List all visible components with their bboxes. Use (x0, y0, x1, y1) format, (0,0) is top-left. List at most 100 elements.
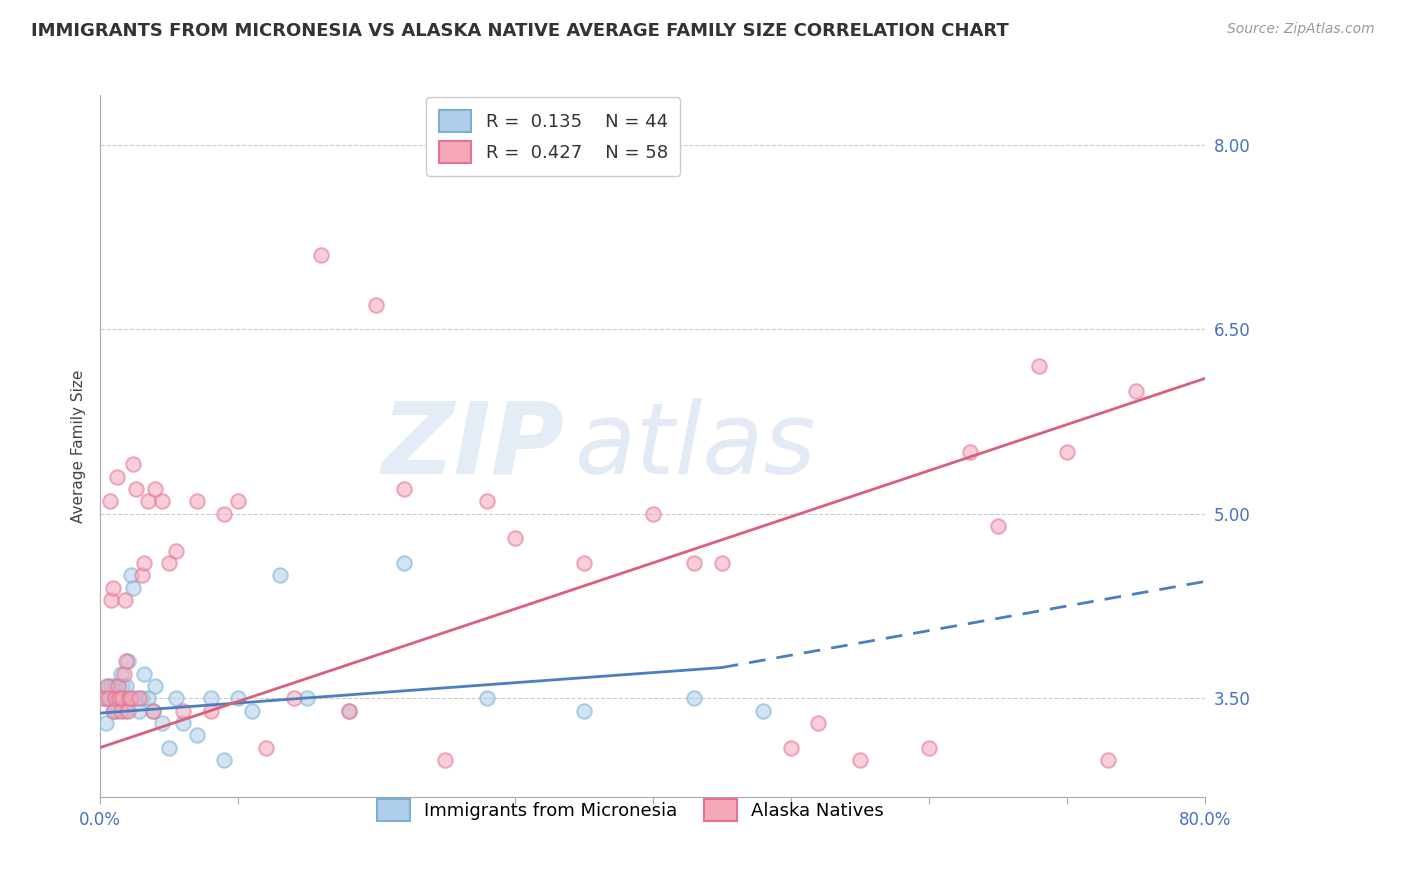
Point (165, 543, 187, 558)
Text: atlas: atlas (575, 398, 817, 494)
Point (93, 691, 115, 706)
Point (145, 679, 167, 693)
Point (98, 494, 121, 508)
Point (683, 556, 706, 570)
Point (297, 691, 319, 706)
Point (150, 715, 173, 730)
Point (138, 494, 160, 508)
Point (105, 704, 128, 718)
Point (214, 753, 236, 767)
Point (108, 691, 131, 706)
Point (104, 691, 127, 706)
Point (120, 568, 142, 582)
Point (503, 532, 526, 546)
Point (807, 715, 830, 730)
Point (752, 704, 775, 718)
Point (1125, 384, 1147, 398)
Point (134, 666, 156, 681)
Point (186, 728, 208, 742)
Point (641, 507, 664, 521)
Point (94, 715, 117, 730)
Point (107, 679, 129, 693)
Point (572, 556, 595, 570)
Point (337, 704, 360, 718)
Point (114, 704, 136, 718)
Point (97, 679, 120, 693)
Point (157, 740, 180, 755)
Text: IMMIGRANTS FROM MICRONESIA VS ALASKA NATIVE AVERAGE FAMILY SIZE CORRELATION CHAR: IMMIGRANTS FROM MICRONESIA VS ALASKA NAT… (31, 22, 1008, 40)
Point (104, 679, 127, 693)
Point (200, 704, 222, 718)
Point (1056, 445, 1078, 459)
Point (434, 753, 457, 767)
Legend: Immigrants from Micronesia, Alaska Natives: Immigrants from Micronesia, Alaska Nativ… (364, 786, 897, 833)
Point (142, 704, 165, 718)
Point (118, 691, 141, 706)
Point (100, 679, 122, 693)
Point (103, 704, 125, 718)
Point (111, 679, 134, 693)
Point (959, 445, 981, 459)
Point (283, 691, 305, 706)
Point (115, 654, 138, 668)
Point (105, 470, 128, 484)
Point (337, 704, 360, 718)
Point (214, 507, 236, 521)
Point (226, 494, 249, 508)
Point (122, 458, 145, 472)
Text: Source: ZipAtlas.com: Source: ZipAtlas.com (1227, 22, 1375, 37)
Point (172, 704, 194, 718)
Point (134, 556, 156, 570)
Point (117, 654, 139, 668)
Point (987, 519, 1010, 533)
Point (710, 556, 733, 570)
Point (101, 704, 124, 718)
Point (110, 704, 132, 718)
Point (114, 593, 136, 607)
Point (96, 679, 118, 693)
Point (475, 494, 498, 508)
Point (112, 666, 135, 681)
Y-axis label: Average Family Size: Average Family Size (72, 369, 86, 523)
Point (128, 691, 150, 706)
Point (1028, 359, 1050, 373)
Point (103, 691, 125, 706)
Point (1097, 753, 1119, 767)
Point (111, 691, 134, 706)
Point (918, 740, 941, 755)
Point (392, 556, 415, 570)
Point (226, 691, 249, 706)
Point (779, 740, 801, 755)
Point (269, 568, 291, 582)
Point (157, 556, 180, 570)
Point (131, 568, 153, 582)
Point (96, 691, 118, 706)
Point (101, 581, 124, 595)
Point (392, 482, 415, 496)
Point (475, 691, 498, 706)
Point (98, 691, 121, 706)
Point (125, 691, 148, 706)
Point (131, 691, 153, 706)
Point (120, 691, 142, 706)
Text: ZIP: ZIP (381, 398, 564, 494)
Point (366, 297, 388, 311)
Point (145, 482, 167, 496)
Point (110, 666, 132, 681)
Point (142, 704, 165, 718)
Point (254, 740, 277, 755)
Point (150, 494, 173, 508)
Point (138, 691, 160, 706)
Point (115, 679, 138, 693)
Point (93, 691, 115, 706)
Point (165, 691, 187, 706)
Point (117, 704, 139, 718)
Point (125, 482, 148, 496)
Point (572, 704, 595, 718)
Point (107, 691, 129, 706)
Point (100, 593, 122, 607)
Point (309, 248, 332, 262)
Point (112, 691, 135, 706)
Point (128, 704, 150, 718)
Point (108, 691, 131, 706)
